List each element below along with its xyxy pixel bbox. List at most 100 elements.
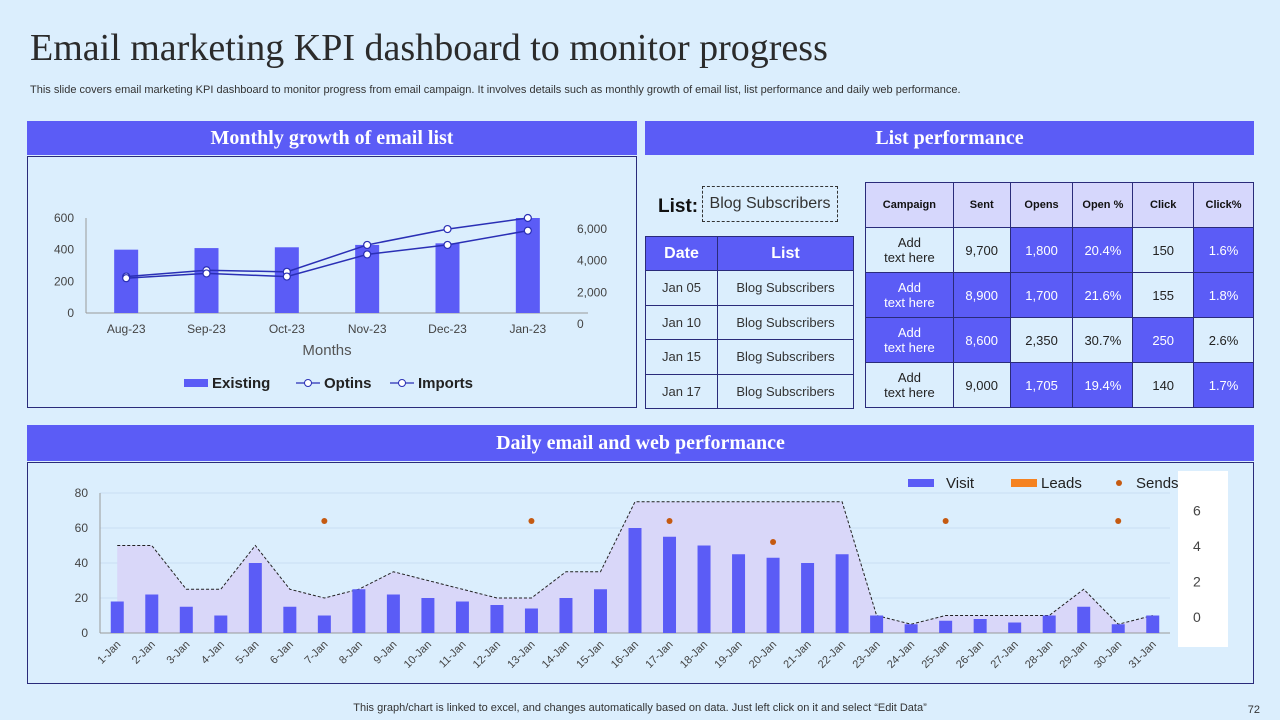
- point-sends: [942, 518, 949, 524]
- point-imports: [282, 272, 291, 281]
- x-tick-label: 27-Jan: [989, 639, 1021, 671]
- x-tick-label: 10-Jan: [402, 639, 434, 671]
- page-subtitle: This slide covers email marketing KPI da…: [30, 84, 961, 96]
- y2-tick-label: 0: [577, 317, 584, 331]
- table-cell: 140: [1132, 362, 1195, 408]
- monthly-panel: 0 200 400 600 0 2,000 4,000 6,000 Aug-23 Sep-23 Oc…: [27, 156, 637, 408]
- y2-tick-label: 2,000: [577, 285, 607, 299]
- y2-tick-label: 4,000: [577, 254, 607, 268]
- bar-visit: [214, 615, 228, 633]
- bar-visit: [732, 554, 746, 633]
- date-table-header-0: Date: [645, 236, 718, 271]
- y-tick-label: 20: [75, 591, 89, 605]
- x-tick-label: 30-Jan: [1092, 639, 1124, 671]
- bar-visit: [904, 624, 918, 633]
- legend-label-sends: Sends: [1136, 475, 1179, 492]
- bar-visit: [663, 536, 677, 633]
- y2-tick-label: 6,000: [577, 222, 607, 236]
- x-tick-label: 22-Jan: [816, 639, 848, 671]
- table-row: Add text here 8,900 1,700 21.6% 155 1.8%: [865, 272, 1254, 318]
- x-tick-label: 8-Jan: [337, 639, 365, 667]
- table-cell: Jan 17: [645, 373, 718, 409]
- table-cell: Jan 10: [645, 304, 718, 340]
- bar-visit: [870, 615, 884, 633]
- x-tick-label: 16-Jan: [609, 639, 641, 671]
- list-selector[interactable]: Blog Subscribers: [702, 186, 838, 222]
- table-cell: Blog Subscribers: [717, 304, 854, 340]
- x-tick-label: 29-Jan: [1058, 639, 1090, 671]
- table-row: Add text here 8,600 2,350 30.7% 250 2.6%: [865, 317, 1254, 363]
- y2-tick-label: 6: [1193, 503, 1201, 519]
- bar-visit: [1146, 615, 1160, 633]
- bar-visit: [248, 563, 262, 633]
- bar-visit: [352, 589, 366, 633]
- x-axis-title: Months: [302, 342, 351, 359]
- point-imports: [202, 269, 211, 278]
- x-tick-label: 26-Jan: [954, 639, 986, 671]
- x-tick-label: 4-Jan: [199, 639, 227, 667]
- campaign-table-header-1: Sent: [952, 182, 1011, 228]
- table-cell: 20.4%: [1072, 227, 1134, 273]
- x-tick-label: 14-Jan: [540, 639, 572, 671]
- bar-visit: [973, 619, 987, 633]
- y-tick-label: 0: [67, 306, 74, 320]
- bar-visit: [801, 563, 815, 633]
- legend-label-imports: Imports: [418, 375, 473, 392]
- page-title: Email marketing KPI dashboard to monitor…: [30, 27, 828, 69]
- bar-existing: [194, 248, 219, 313]
- legend-label-visit: Visit: [946, 475, 975, 492]
- footer-note: This graph/chart is linked to excel, and…: [353, 702, 927, 714]
- table-row: Add text here 9,000 1,705 19.4% 140 1.7%: [865, 362, 1254, 408]
- table-cell: Jan 15: [645, 339, 718, 375]
- x-tick-label: 23-Jan: [850, 639, 882, 671]
- x-tick-label: 19-Jan: [712, 639, 744, 671]
- date-list-table: Date List Jan 05 Blog Subscribers Jan 10 Blo…: [645, 236, 854, 409]
- point-sends: [1115, 518, 1122, 524]
- x-tick-label: 24-Jan: [885, 639, 917, 671]
- daily-panel: 0 20 40 60 80 1-Jan 2-Jan 3-Jan 4-Jan 5-Jan 6-Jan 7…: [27, 462, 1254, 684]
- bar-visit: [179, 606, 193, 633]
- y-tick-label: 60: [75, 521, 89, 535]
- point-optins: [443, 224, 452, 234]
- table-cell: Jan 05: [645, 270, 718, 306]
- table-cell: Add text here: [865, 317, 954, 363]
- bar-visit: [628, 528, 642, 633]
- point-imports: [523, 226, 532, 235]
- campaign-table-header-3: Open %: [1072, 182, 1134, 228]
- table-cell: 19.4%: [1072, 362, 1134, 408]
- legend-swatch-marker: [398, 379, 406, 387]
- table-cell: 1.6%: [1193, 227, 1254, 273]
- x-tick-label: Aug-23: [107, 322, 146, 336]
- x-tick-label: 17-Jan: [643, 639, 675, 671]
- point-optins: [523, 213, 532, 223]
- campaign-table-header-5: Click%: [1193, 182, 1254, 228]
- table-cell: Add text here: [865, 227, 954, 273]
- x-tick-label: 5-Jan: [233, 639, 261, 667]
- x-tick-label: 20-Jan: [747, 639, 779, 671]
- table-cell: Blog Subscribers: [717, 270, 854, 306]
- point-imports: [363, 250, 372, 259]
- legend-swatch-marker: [304, 379, 312, 387]
- table-cell: 1,700: [1009, 272, 1074, 318]
- x-tick-label: 25-Jan: [919, 639, 951, 671]
- x-tick-label: 2-Jan: [130, 639, 158, 667]
- table-cell: 150: [1132, 227, 1195, 273]
- bar-visit: [421, 598, 435, 633]
- bar-visit: [1077, 606, 1091, 633]
- table-cell: 2,350: [1009, 317, 1074, 363]
- y2-tick-label: 2: [1193, 574, 1201, 590]
- table-cell: 155: [1132, 272, 1195, 318]
- x-tick-label: 13-Jan: [505, 639, 537, 671]
- x-tick-label: Jan-23: [509, 322, 546, 336]
- point-sends: [770, 539, 777, 545]
- campaign-table: Campaign Sent Opens Open % Click Click% Add te…: [865, 182, 1254, 408]
- table-cell: 250: [1132, 317, 1195, 363]
- secondary-axis-box: 0 2 4 6: [1178, 471, 1228, 647]
- x-tick-label: 21-Jan: [781, 639, 813, 671]
- point-imports: [122, 274, 131, 283]
- table-cell: 1.7%: [1193, 362, 1254, 408]
- y-tick-label: 0: [81, 626, 88, 640]
- list-label: List:: [658, 196, 699, 217]
- table-row: Jan 15 Blog Subscribers: [645, 339, 854, 375]
- secondary-axis: 0 2 4 6: [1193, 503, 1201, 626]
